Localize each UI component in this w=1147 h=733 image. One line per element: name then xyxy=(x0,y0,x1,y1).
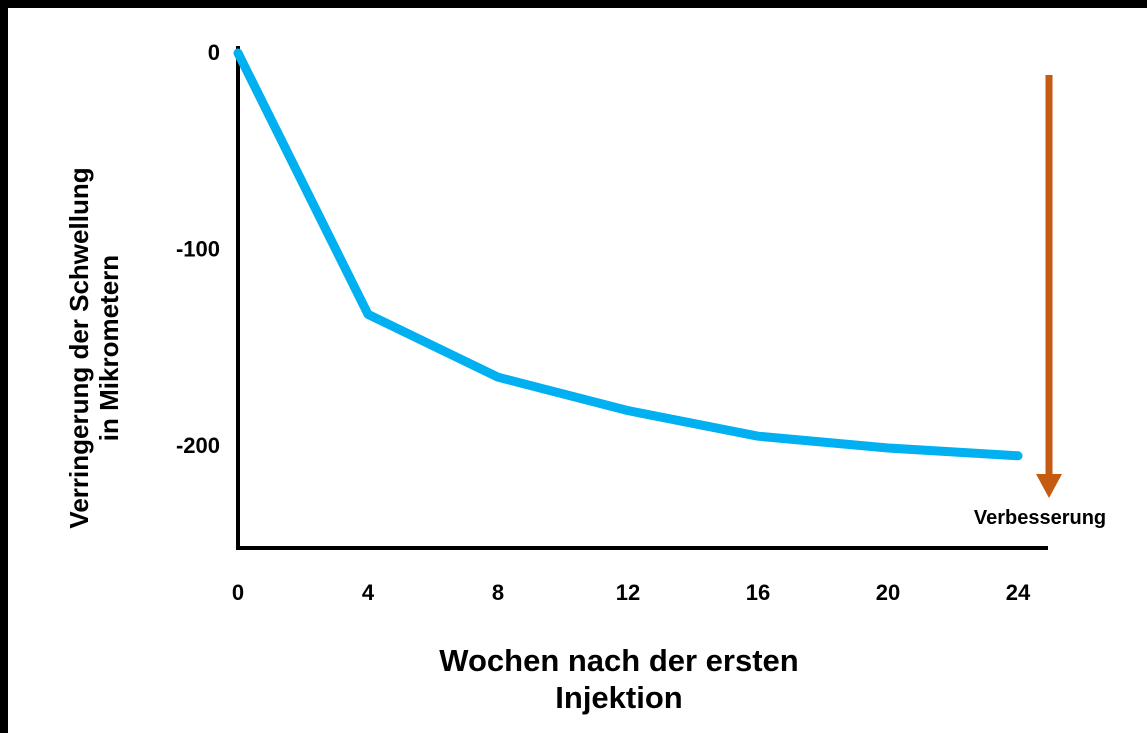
x-tick-label-24: 24 xyxy=(1006,580,1031,605)
improvement-label: Verbesserung xyxy=(974,507,1106,529)
line-chart: 0 4 8 12 16 20 24 0 -100 -200 Verbesserung Woche… xyxy=(64,40,1106,715)
axes xyxy=(236,46,1048,550)
y-tick-label-neg200: -200 xyxy=(176,433,220,458)
annotation-layer: Verbesserung xyxy=(974,75,1106,529)
x-tick-label-8: 8 xyxy=(492,580,504,605)
y-tick-labels: 0 -100 -200 xyxy=(176,40,220,458)
y-tick-label-neg100: -100 xyxy=(176,237,220,262)
y-axis-title-line-2: in Mikrometern xyxy=(94,255,124,441)
x-axis-title-line-1: Wochen nach der ersten xyxy=(439,643,798,678)
y-tick-label-0: 0 xyxy=(208,40,220,65)
x-tick-label-16: 16 xyxy=(746,580,770,605)
x-tick-label-12: 12 xyxy=(616,580,640,605)
x-tick-label-20: 20 xyxy=(876,580,900,605)
series-line-0 xyxy=(233,48,1023,461)
y-axis-title-line-1: Verringerung der Schwellung xyxy=(64,167,94,528)
x-axis-title-line-2: Injektion xyxy=(555,680,682,715)
series-layer xyxy=(233,48,1023,461)
improvement-arrow-head xyxy=(1036,474,1062,498)
chart-frame: 0 4 8 12 16 20 24 0 -100 -200 Verbesserung Woche… xyxy=(8,8,1147,733)
y-axis-title: Verringerung der Schwellung in Mikromete… xyxy=(64,167,124,528)
x-tick-labels: 0 4 8 12 16 20 24 xyxy=(232,580,1031,605)
x-tick-label-0: 0 xyxy=(232,580,244,605)
x-tick-label-4: 4 xyxy=(362,580,375,605)
